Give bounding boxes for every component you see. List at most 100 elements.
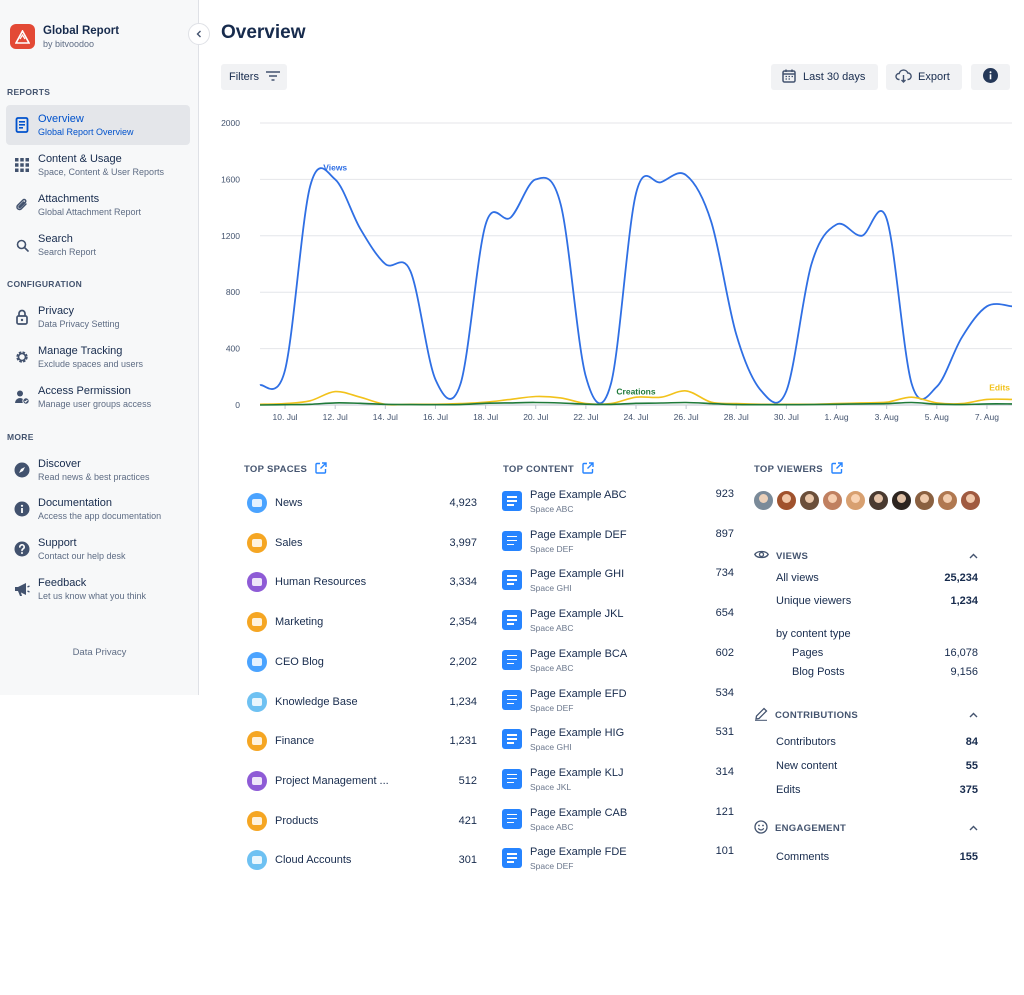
top-content-title: TOP CONTENT [503, 464, 575, 475]
content-row[interactable]: Page Example EFD Space DEF 534 [502, 687, 734, 716]
sidebar-item-label: Search [38, 233, 73, 245]
space-icon [247, 651, 267, 672]
global-report-logo-icon [10, 24, 35, 49]
series-creations-line [259, 401, 1013, 406]
activity-line-chart: 0 400 800 1200 1600 2000 10. Jul 12. Jul 14. Jul… [221, 118, 1013, 422]
new-content-row: New content 55 [776, 760, 978, 772]
avatar[interactable] [845, 490, 866, 511]
top-viewers-title: TOP VIEWERS [754, 464, 823, 475]
sidebar-item-attachments[interactable]: Attachments Global Attachment Report [6, 185, 190, 225]
brand[interactable]: Global Report by bitvoodoo [10, 24, 119, 49]
avatar[interactable] [868, 490, 889, 511]
sidebar-item-desc: Contact our help desk [38, 551, 126, 561]
content-row[interactable]: Page Example KLJ Space JKL 314 [502, 766, 734, 795]
sidebar-item-desc: Data Privacy Setting [38, 319, 120, 329]
content-views-value: 531 [715, 726, 734, 739]
data-privacy-link[interactable]: Data Privacy [72, 647, 127, 658]
paperclip-icon [6, 197, 38, 213]
space-row[interactable]: Knowledge Base 1,234 [247, 691, 477, 712]
content-space: Space DEF [530, 543, 574, 554]
contributors-value: 84 [965, 736, 978, 748]
sidebar-item-overview[interactable]: Overview Global Report Overview [6, 105, 190, 145]
content-title: Page Example KLJ [530, 766, 624, 779]
calendar-icon [782, 69, 796, 86]
info-icon [983, 68, 998, 86]
space-row[interactable]: Cloud Accounts 301 [247, 850, 477, 871]
export-button[interactable]: Export [886, 64, 962, 90]
space-views-value: 1,231 [449, 735, 477, 748]
avatar[interactable] [937, 490, 958, 511]
sidebar-item-label: Support [38, 537, 77, 549]
content-row[interactable]: Page Example GHI Space GHI 734 [502, 567, 734, 596]
avatar[interactable] [753, 490, 774, 511]
info-icon [6, 501, 38, 517]
engagement-section-header[interactable]: ENGAGEMENT [754, 820, 978, 837]
compass-icon [6, 462, 38, 478]
content-row[interactable]: Page Example DEF Space DEF 897 [502, 527, 734, 557]
page-icon [502, 491, 522, 511]
document-icon [6, 117, 38, 133]
views-section-header[interactable]: VIEWS [754, 549, 978, 563]
smiley-icon [754, 820, 768, 837]
content-views-value: 897 [715, 527, 734, 540]
chevron-up-icon [969, 551, 978, 562]
sidebar-item-manage-tracking[interactable]: Manage Tracking Exclude spaces and users [6, 337, 190, 377]
page-icon [502, 530, 522, 551]
space-row[interactable]: Sales 3,997 [247, 532, 477, 553]
avatar[interactable] [799, 490, 820, 511]
collapse-sidebar-button[interactable] [188, 23, 210, 45]
avatar[interactable] [914, 490, 935, 511]
contributions-section-header[interactable]: CONTRIBUTIONS [754, 707, 978, 724]
avatar[interactable] [776, 490, 797, 511]
content-space: Space ABC [530, 504, 574, 514]
sidebar-item-documentation[interactable]: Documentation Access the app documentatio… [6, 489, 190, 529]
content-row[interactable]: Page Example BCA Space ABC 602 [502, 647, 734, 676]
edits-row: Edits 375 [776, 784, 978, 796]
content-title: Page Example CAB [530, 806, 628, 819]
content-row[interactable]: Page Example HIG Space GHI 531 [502, 726, 734, 755]
external-link-icon[interactable] [315, 462, 327, 477]
sidebar-item-label: Attachments [38, 193, 100, 205]
content-row[interactable]: Page Example CAB Space ABC 121 [502, 806, 734, 835]
avatar[interactable] [891, 490, 912, 511]
x-tick-label: 30. Jul [774, 412, 799, 422]
space-row[interactable]: News 4,923 [247, 493, 477, 513]
content-row[interactable]: Page Example JKL Space ABC 654 [502, 607, 734, 636]
date-range-button[interactable]: Last 30 days [771, 64, 878, 90]
content-row[interactable]: Page Example FDE Space DEF 101 [502, 845, 734, 874]
space-views-value: 3,334 [449, 576, 477, 589]
sidebar-item-feedback[interactable]: Feedback Let us know what you think [6, 569, 190, 609]
space-name: Human Resources [275, 576, 367, 589]
eye-icon [754, 549, 769, 563]
space-row[interactable]: Marketing 2,354 [247, 612, 477, 633]
series-label-edits: Edits [989, 382, 1010, 392]
section-reports: REPORTS [7, 87, 51, 97]
space-name: Products [275, 814, 319, 827]
space-row[interactable]: Project Management ... 512 [247, 770, 477, 791]
section-more: MORE [7, 432, 34, 442]
x-tick-label: 18. Jul [473, 412, 498, 422]
sidebar-item-search[interactable]: Search Search Report [6, 225, 190, 265]
space-row[interactable]: Finance 1,231 [247, 731, 477, 752]
space-row[interactable]: Products 421 [247, 810, 477, 831]
sidebar-item-content-usage[interactable]: Content & Usage Space, Content & User Rep… [6, 145, 190, 185]
sidebar-item-access-permission[interactable]: Access Permission Manage user groups acce… [6, 377, 190, 417]
x-tick-label: 1. Aug [824, 412, 848, 422]
sidebar-item-privacy[interactable]: Privacy Data Privacy Setting [6, 297, 190, 337]
unique-viewers-value: 1,234 [950, 595, 978, 607]
space-row[interactable]: CEO Blog 2,202 [247, 651, 477, 672]
sidebar-item-discover[interactable]: Discover Read news & best practices [6, 450, 190, 490]
sidebar: Global Report by bitvoodoo REPORTS Overv… [0, 0, 199, 695]
avatar[interactable] [822, 490, 843, 511]
lock-icon [6, 309, 38, 325]
sidebar-item-support[interactable]: Support Contact our help desk [6, 529, 190, 569]
space-row[interactable]: Human Resources 3,334 [247, 572, 477, 593]
external-link-icon[interactable] [831, 462, 843, 477]
external-link-icon[interactable] [582, 462, 594, 477]
info-button[interactable] [971, 64, 1010, 90]
content-row[interactable]: Page Example ABC Space ABC 923 [502, 488, 734, 517]
content-views-value: 101 [715, 845, 734, 858]
avatar[interactable] [960, 490, 981, 511]
y-tick-label: 1200 [221, 231, 240, 241]
filters-button[interactable]: Filters [221, 64, 287, 90]
